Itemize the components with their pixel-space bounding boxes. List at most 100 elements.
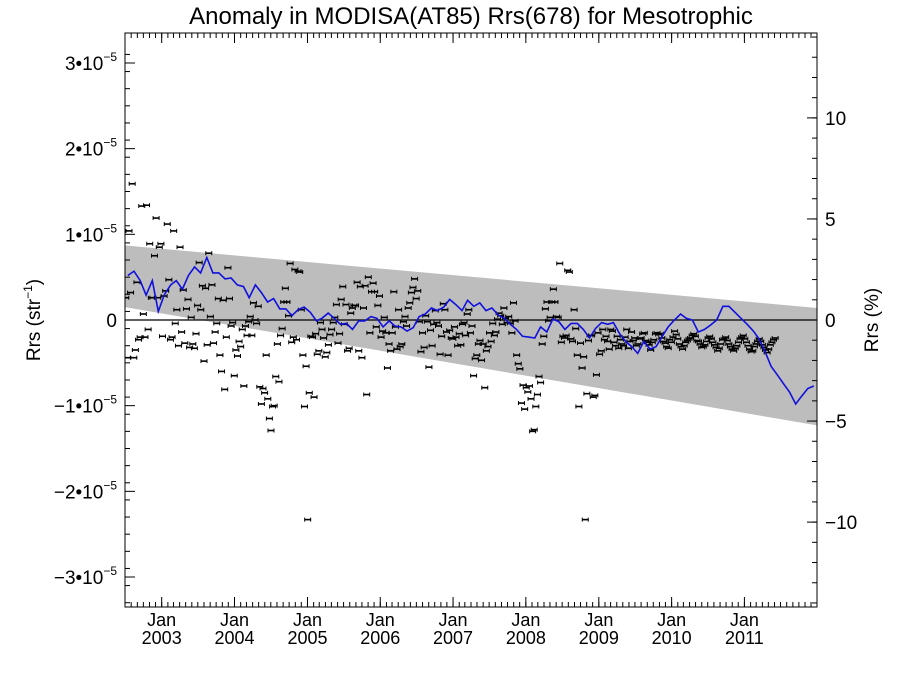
x-tick-label-month: Jan <box>147 610 176 630</box>
data-point <box>476 338 484 343</box>
x-tick-label-year: 2011 <box>725 628 764 648</box>
data-point <box>277 333 285 338</box>
data-point <box>602 334 610 339</box>
data-point <box>605 347 613 352</box>
data-point <box>265 416 273 421</box>
data-point <box>734 340 742 345</box>
data-point <box>741 336 749 341</box>
data-point <box>323 350 331 355</box>
data-point <box>403 323 411 328</box>
data-point <box>267 428 275 433</box>
data-point <box>254 304 262 309</box>
data-point <box>200 359 208 364</box>
data-point <box>225 296 233 301</box>
x-tick-label-month: Jan <box>730 610 759 630</box>
data-point <box>128 181 136 186</box>
data-point <box>419 330 427 335</box>
data-point <box>374 303 382 308</box>
y-tick-label-exponent: −5 <box>103 393 117 407</box>
data-point <box>176 245 184 250</box>
data-point <box>366 330 374 335</box>
data-point <box>336 331 344 336</box>
data-point <box>533 392 541 397</box>
data-point <box>293 337 301 342</box>
data-point <box>352 303 360 308</box>
data-point <box>251 318 259 322</box>
data-point <box>302 364 310 369</box>
data-point <box>313 352 321 357</box>
data-point <box>701 342 709 347</box>
data-point <box>273 341 281 346</box>
x-tick-label-month: Jan <box>584 610 613 630</box>
data-point <box>286 261 294 266</box>
data-point <box>182 306 190 311</box>
data-point <box>235 339 243 344</box>
data-point <box>190 346 198 351</box>
data-point <box>375 294 383 299</box>
data-point <box>321 354 329 359</box>
data-point <box>289 335 297 340</box>
data-point <box>230 373 238 378</box>
data-point <box>634 341 642 346</box>
x-tick-label-month: Jan <box>657 610 686 630</box>
data-point <box>192 331 200 336</box>
data-point <box>434 323 442 328</box>
data-point <box>344 348 352 353</box>
x-tick-label-month: Jan <box>511 610 540 630</box>
data-point <box>304 517 312 522</box>
data-point <box>465 307 473 312</box>
data-point <box>473 353 481 358</box>
data-point <box>272 374 280 379</box>
y-tick-label-exponent: −5 <box>103 564 117 578</box>
data-point <box>208 282 216 287</box>
data-point <box>733 343 741 348</box>
data-point <box>184 297 192 302</box>
y-tick-label-exponent: −5 <box>103 478 117 492</box>
data-point <box>666 337 674 342</box>
y-axis-label-left-close: ) <box>24 279 45 285</box>
data-point <box>324 342 332 347</box>
data-point <box>576 341 584 346</box>
data-point <box>608 329 616 334</box>
y-tick-label: 1•10−5 <box>65 221 117 246</box>
plot-area <box>125 181 817 522</box>
data-point <box>466 330 474 335</box>
data-point <box>371 289 379 294</box>
data-point <box>412 296 420 301</box>
y2-tick-label: 0 <box>825 311 836 332</box>
data-point <box>194 303 202 308</box>
data-point <box>650 337 658 342</box>
data-point <box>578 365 586 370</box>
x-tick-label-year: 2006 <box>360 628 400 648</box>
data-point <box>508 330 516 335</box>
data-point <box>399 319 407 324</box>
data-point <box>749 348 757 353</box>
data-point <box>569 339 577 344</box>
data-point <box>205 251 213 256</box>
data-point <box>537 380 545 385</box>
data-point <box>707 336 715 341</box>
data-point <box>211 329 219 334</box>
y-tick-label: 3•10−5 <box>65 50 117 75</box>
data-point <box>674 336 682 341</box>
data-point <box>492 329 500 334</box>
data-point <box>202 286 210 291</box>
data-point <box>514 361 522 366</box>
data-point <box>281 286 289 291</box>
data-point <box>396 344 404 349</box>
data-point <box>342 302 350 307</box>
data-point <box>482 348 490 353</box>
data-point <box>648 340 656 345</box>
y-tick-label: 2•10−5 <box>65 136 117 161</box>
data-point <box>572 326 580 331</box>
data-point <box>339 284 347 289</box>
data-point <box>667 340 675 345</box>
data-point <box>283 300 291 305</box>
data-point <box>417 349 425 354</box>
data-point <box>664 346 672 351</box>
data-point <box>125 228 133 233</box>
data-point <box>623 327 631 332</box>
data-point <box>130 355 138 360</box>
data-point <box>334 341 342 346</box>
